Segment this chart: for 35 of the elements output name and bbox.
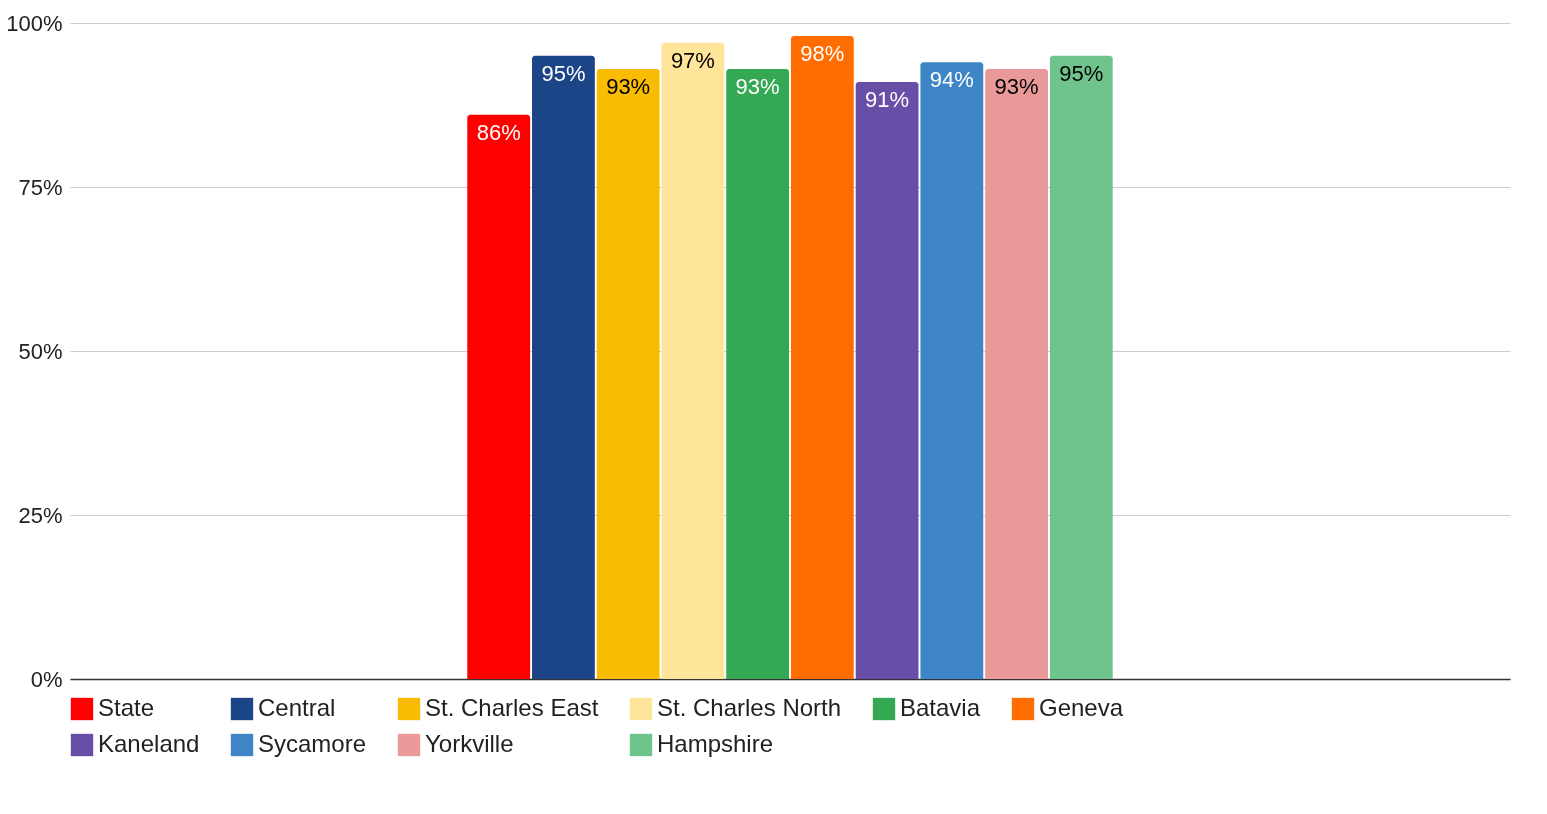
bar: [726, 68, 790, 679]
bar: [467, 114, 531, 679]
bar: [855, 82, 919, 679]
legend-label: State: [98, 694, 155, 721]
bar: [532, 55, 595, 679]
legend-label: Geneva: [1039, 694, 1124, 721]
bar: [790, 36, 854, 679]
data-label: 93%: [994, 73, 1039, 99]
legend-label: Batavia: [900, 694, 981, 721]
data-label: 94%: [929, 67, 974, 93]
bar: [1049, 55, 1113, 679]
data-label: 93%: [606, 73, 651, 99]
y-tick-label: 0%: [30, 666, 63, 692]
legend-label: St. Charles East: [425, 694, 599, 721]
y-tick-label: 25%: [18, 502, 63, 528]
data-label: 97%: [670, 47, 715, 73]
y-tick-label: 75%: [18, 174, 63, 200]
data-label: 93%: [735, 73, 780, 99]
bar: [596, 68, 660, 679]
data-label: 95%: [541, 60, 586, 86]
data-label: 95%: [1059, 60, 1104, 86]
bar: [985, 68, 1048, 679]
data-label: 86%: [476, 119, 521, 145]
data-label: 91%: [865, 87, 910, 113]
data-label: 98%: [800, 41, 845, 67]
y-tick-label: 50%: [18, 338, 63, 364]
bar: [661, 42, 725, 679]
legend-label: Sycamore: [258, 730, 367, 757]
legend-label: Yorkville: [425, 730, 514, 757]
legend-label: Central: [258, 694, 336, 721]
bar: [920, 62, 984, 679]
legend-label: St. Charles North: [657, 694, 842, 721]
legend-label: Hampshire: [657, 730, 774, 757]
legend-label: Kaneland: [98, 730, 200, 757]
y-tick-label: 100%: [6, 10, 63, 36]
